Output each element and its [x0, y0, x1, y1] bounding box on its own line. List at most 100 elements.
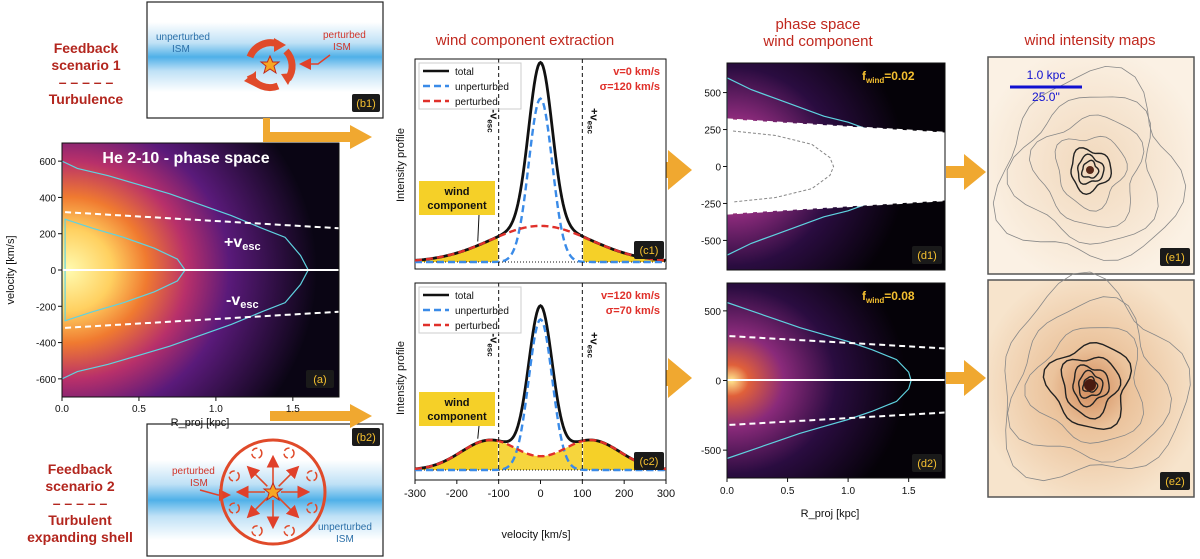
- c1-legend-box: [418, 62, 522, 110]
- b2-ism2: ISM: [190, 478, 208, 489]
- c2-vesc-minus-label-v: -v: [488, 333, 500, 344]
- d1-fwind: fwind=0.02: [862, 69, 915, 85]
- e2Cont-contour: [1082, 375, 1099, 393]
- c1-vesc-plus-label-esc: esc: [585, 121, 594, 135]
- c2-wind-fill-mid: [498, 441, 583, 470]
- c-xtick-label: 300: [657, 488, 675, 500]
- header-maps: wind intensity maps: [1024, 32, 1156, 49]
- panel-a-ylabel: velocity [km/s]: [5, 235, 17, 304]
- e2-tag: (e2): [1165, 476, 1185, 488]
- panel-b1: unperturbed ISM perturbed ISM (b1): [146, 1, 384, 119]
- d1-ytick-label: 0: [715, 163, 721, 174]
- b1-unperturbed: unperturbed: [156, 32, 210, 43]
- d2-ytick-label: 0: [715, 377, 721, 388]
- c-xticks: -300 -200 -100 0 100 200 300: [404, 480, 675, 500]
- panel-c2: -vesc+vesctotalunperturbedperturbedv=120…: [414, 282, 667, 481]
- b1-tag: (b1): [356, 98, 376, 110]
- c2-tag-bg: [634, 452, 664, 470]
- c1-wind-line1: wind: [443, 186, 469, 198]
- c2-ylabel: Intensity profile: [395, 341, 407, 415]
- c2-legend-label: total: [455, 291, 474, 302]
- b2-eddy-icon: [251, 447, 263, 459]
- c1-tag: (c1): [640, 245, 659, 257]
- e1Cont-contour: [1006, 96, 1159, 245]
- panel-a-yticks: 600 400 200 0 -200 -400 -600: [36, 157, 62, 386]
- e1-core: [1086, 166, 1094, 174]
- d2-tag: (d2): [917, 458, 937, 470]
- c1-wind-box: [419, 181, 495, 215]
- b2-expanding-shell-icon: [219, 438, 327, 546]
- b1-ism2: ISM: [333, 42, 351, 53]
- c2-v-label: v=120 km/s: [601, 290, 660, 302]
- c2-perturbed-line: [414, 438, 667, 471]
- c-xtick-label: 100: [573, 488, 591, 500]
- scenario2-line1: Feedback: [47, 461, 113, 477]
- e2Cont-contour: [1004, 271, 1191, 482]
- c2-frame: [414, 282, 667, 481]
- c1-total-line: [414, 60, 667, 262]
- panel-d2: fwind=0.08 (d2) 500 0 -500 0.0 0.5 1.0 1.5 R_…: [701, 282, 946, 520]
- c1-vesc-minus-label-esc: esc: [486, 119, 495, 133]
- b2-perturbed: perturbed: [172, 466, 215, 477]
- d2-yticks: 500 0 -500: [701, 307, 727, 457]
- panel-a-xticks: 0.0 0.5 1.0 1.5: [55, 397, 300, 415]
- c2-sigma-label: σ=70 km/s: [606, 305, 660, 317]
- panel-e2: (e2): [987, 271, 1195, 498]
- d1-tag: (d1): [917, 250, 937, 262]
- scenario1-dash: – – – – –: [58, 74, 114, 90]
- scenario2-line2: scenario 2: [45, 478, 115, 494]
- scenario2-dash: – – – – –: [52, 495, 108, 511]
- e2Cont-contour: [1060, 356, 1122, 420]
- scenario2-line3: Turbulent: [48, 512, 112, 528]
- c2-wind-box: [419, 392, 495, 426]
- header-phase-line1: phase space: [775, 16, 861, 33]
- c1-wind-line2: component: [427, 200, 487, 212]
- d1-yticks: 500 250 0 -250 -500: [701, 89, 727, 247]
- c-xtick-label: -300: [404, 488, 426, 500]
- e2Cont-contour: [1042, 341, 1133, 431]
- e2Cont-contour: [1072, 364, 1110, 408]
- e1-tag: (e1): [1165, 252, 1185, 264]
- d-xlabel: R_proj [kpc]: [801, 508, 860, 520]
- b2-eddy-icon: [283, 447, 295, 459]
- c1-vesc-plus-label: +vesc: [585, 108, 599, 134]
- e1Cont-contour: [1028, 114, 1145, 228]
- c1-wind-fill-R: [583, 236, 666, 262]
- a-ytick-label: 200: [39, 230, 56, 241]
- c1-wind-pointer: [477, 214, 480, 242]
- c-xtick-label: 200: [615, 488, 633, 500]
- b2-tag: (b2): [356, 432, 376, 444]
- b2-ism: ISM: [336, 534, 354, 545]
- c2-vesc-minus-label-esc: esc: [486, 343, 495, 357]
- c2-vesc-plus-label-esc: esc: [585, 345, 594, 359]
- b2-eddy-icon: [228, 502, 240, 514]
- d2-xtick-label: 1.0: [841, 486, 855, 497]
- scenario1-line3: Turbulence: [48, 91, 124, 107]
- c2-legend-label: unperturbed: [455, 306, 509, 317]
- c1-frame: [414, 58, 667, 270]
- e2Cont-contour: [1007, 296, 1172, 463]
- b2-star-icon: [262, 481, 284, 502]
- c2-legend-box: [418, 286, 522, 334]
- b2-radial-arrow: [278, 465, 300, 487]
- e1Cont-contour: [1070, 147, 1113, 196]
- flow-arrows: [263, 118, 986, 428]
- e1Cont-contour: [1054, 135, 1128, 212]
- c-xtick-label: -200: [446, 488, 468, 500]
- c1-sigma-label: σ=120 km/s: [600, 81, 660, 93]
- c2-wind-line2: component: [427, 411, 487, 423]
- a-xtick-label: 0.0: [55, 404, 69, 415]
- a-ytick-label: -600: [36, 375, 56, 386]
- b2-radial-arrow: [246, 497, 268, 519]
- c1-legend-label: unperturbed: [455, 82, 509, 93]
- a-ytick-label: 0: [50, 266, 56, 277]
- e2Cont-contour: [1024, 327, 1145, 444]
- b1-perturbed: perturbed: [323, 30, 366, 41]
- e1Cont-contour: [1080, 159, 1100, 179]
- header-phase-line2: wind component: [763, 33, 873, 50]
- panel-a-title: He 2-10 - phase space: [102, 150, 269, 167]
- e2Cont-contour: [1077, 369, 1104, 399]
- panel-e1: 1.0 kpc 25.0'' (e1): [987, 56, 1195, 275]
- scenario1-line1: Feedback: [53, 40, 119, 56]
- e1-scale-arcsec: 25.0'': [1032, 90, 1060, 104]
